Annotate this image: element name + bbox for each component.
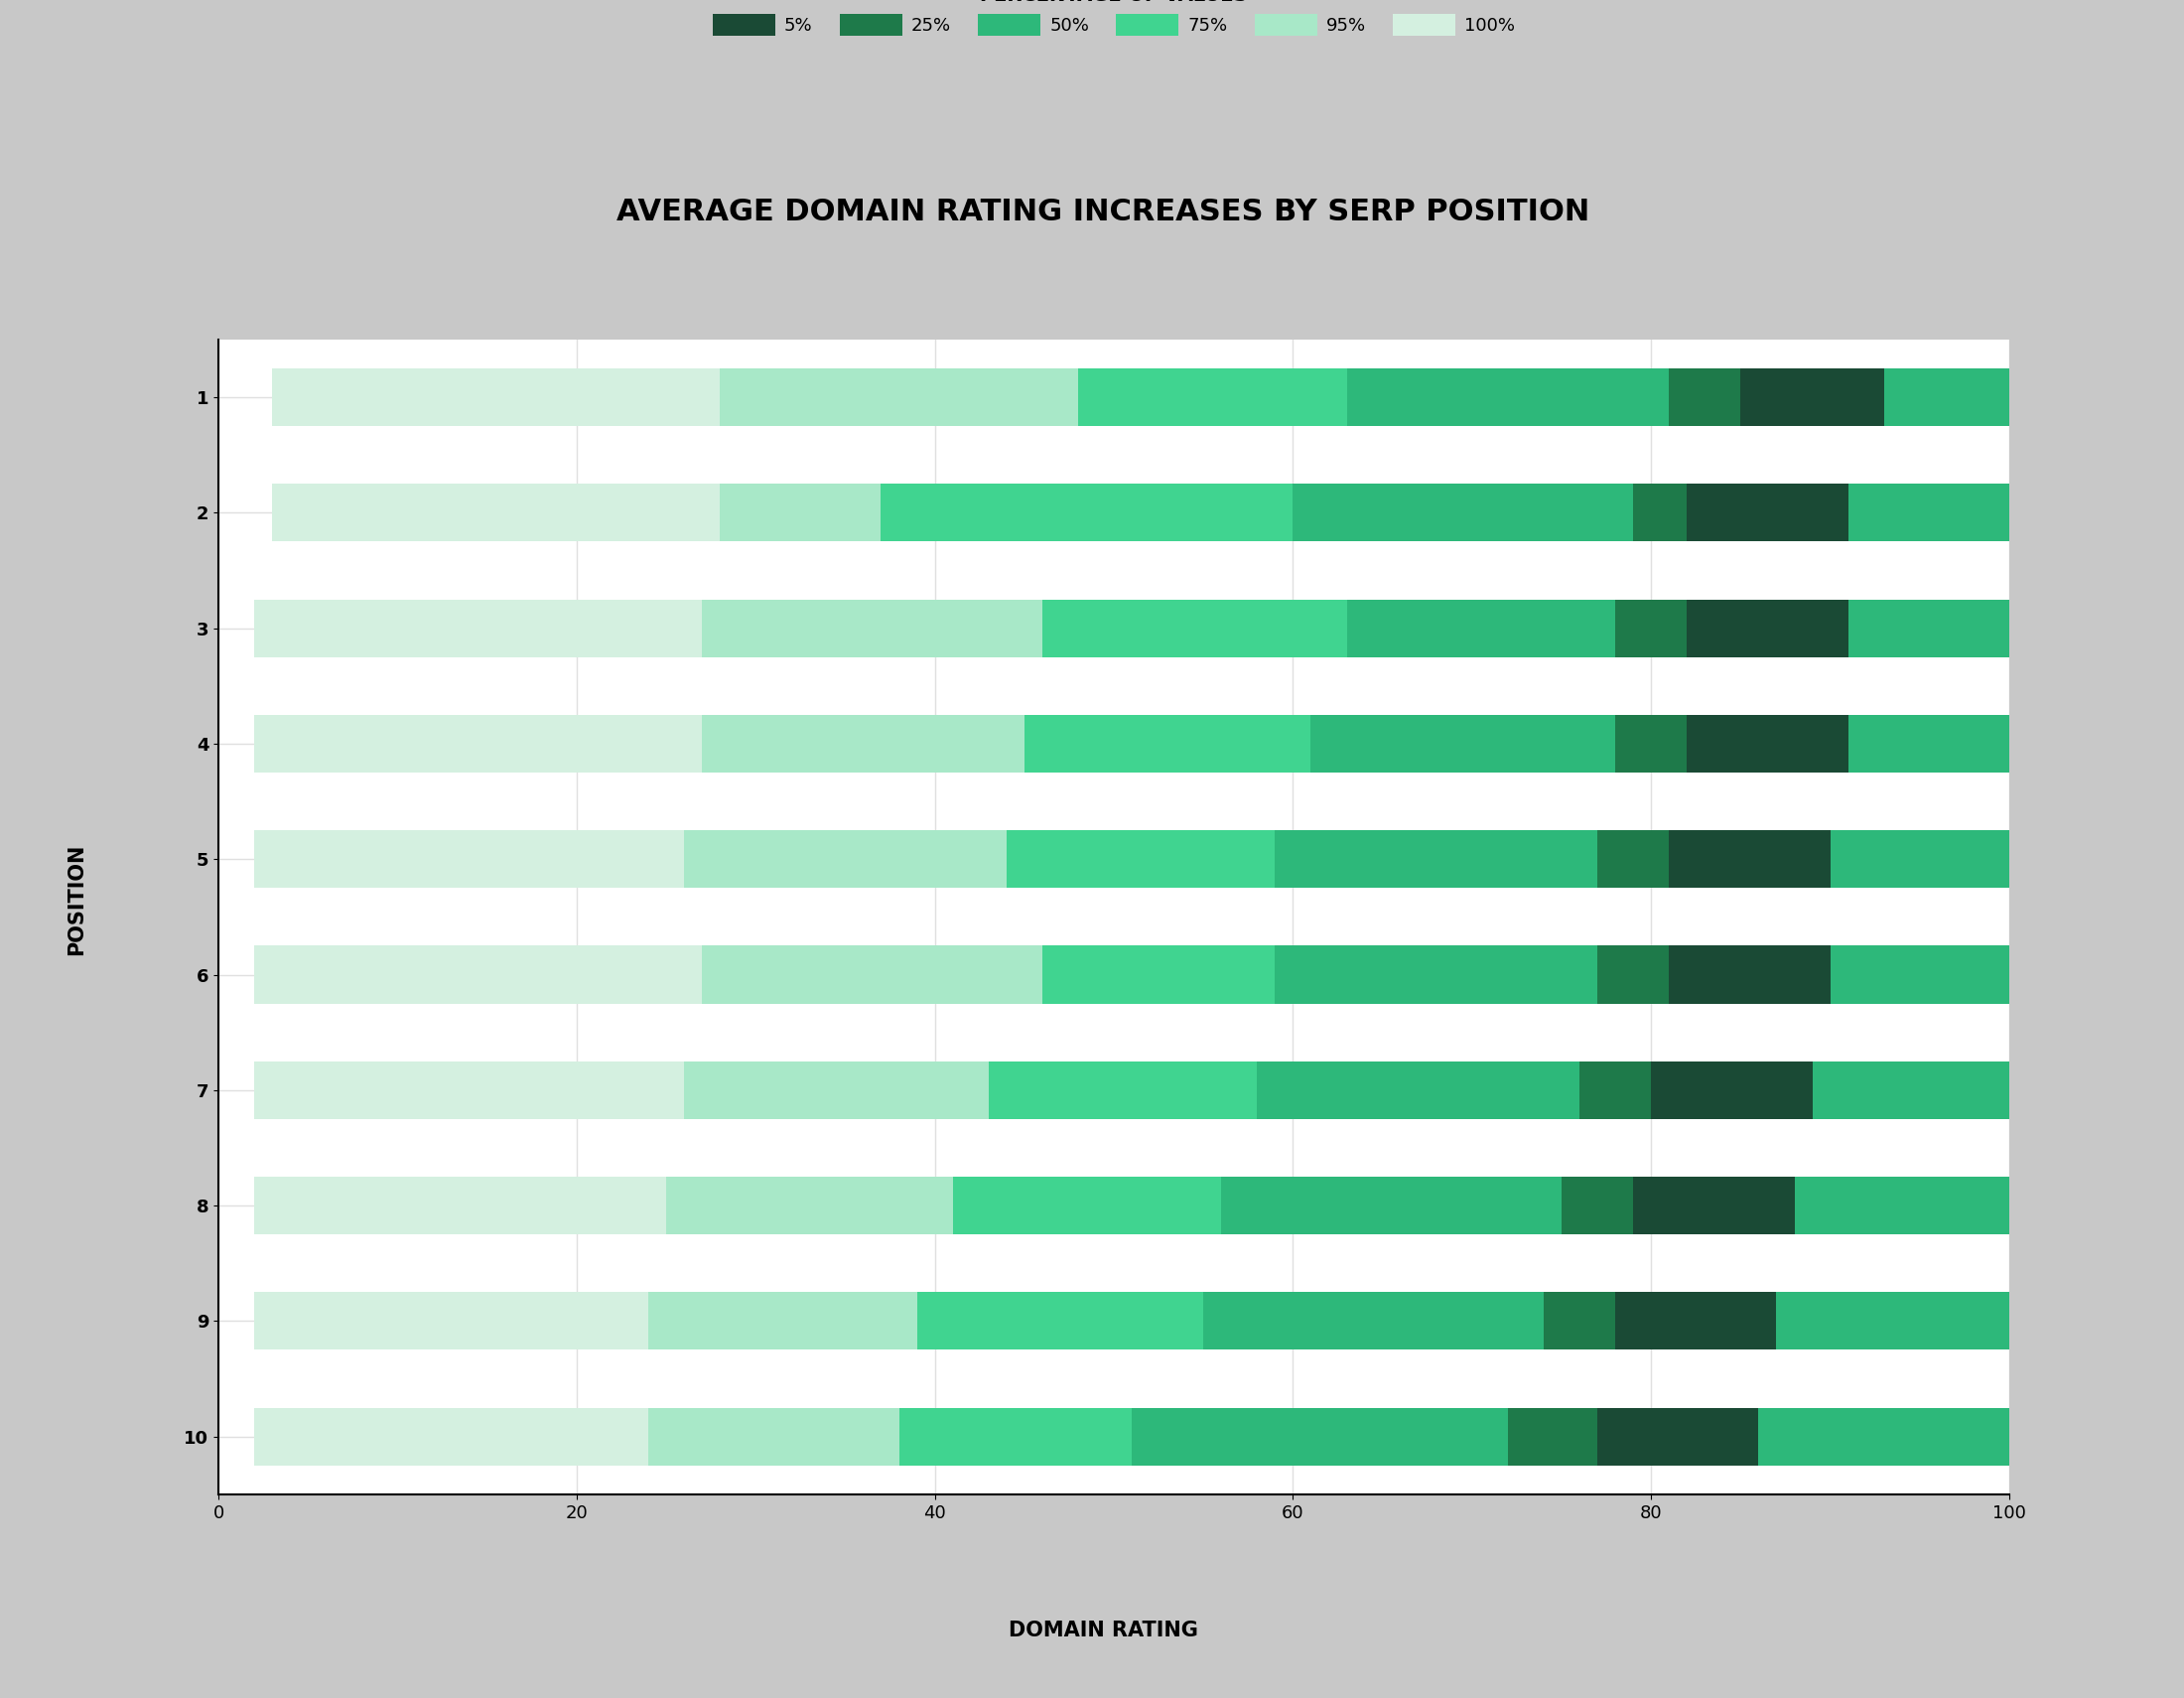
Bar: [1275, 946, 1597, 1004]
Bar: [273, 368, 721, 426]
Bar: [253, 715, 701, 773]
Bar: [1079, 368, 1348, 426]
Text: DOMAIN RATING: DOMAIN RATING: [1009, 1620, 1197, 1640]
Bar: [253, 599, 701, 657]
Bar: [1258, 1061, 1579, 1119]
Bar: [1848, 715, 2009, 773]
Bar: [1597, 830, 1669, 888]
Bar: [721, 368, 1079, 426]
Bar: [1669, 368, 1741, 426]
Bar: [900, 1408, 1131, 1465]
Bar: [1275, 830, 1597, 888]
Bar: [1310, 715, 1616, 773]
Bar: [701, 599, 1042, 657]
Bar: [1131, 1408, 1507, 1465]
Bar: [1221, 1177, 1562, 1234]
Bar: [1024, 715, 1310, 773]
Bar: [1830, 946, 2009, 1004]
Bar: [989, 1061, 1258, 1119]
Bar: [1776, 1292, 2009, 1350]
Bar: [253, 1177, 666, 1234]
Bar: [1507, 1408, 1597, 1465]
Bar: [1634, 484, 1686, 542]
Bar: [1007, 830, 1275, 888]
Bar: [253, 1292, 649, 1350]
Bar: [1686, 599, 1848, 657]
Bar: [1042, 599, 1348, 657]
Bar: [649, 1292, 917, 1350]
Bar: [1686, 484, 1848, 542]
Bar: [701, 946, 1042, 1004]
Bar: [1203, 1292, 1544, 1350]
Bar: [721, 484, 880, 542]
Bar: [666, 1177, 952, 1234]
Bar: [1686, 715, 1848, 773]
Bar: [1741, 368, 1885, 426]
Bar: [1634, 1177, 1795, 1234]
Bar: [1544, 1292, 1616, 1350]
Bar: [1042, 946, 1275, 1004]
Bar: [253, 1408, 649, 1465]
Legend: 5%, 25%, 50%, 75%, 95%, 100%: 5%, 25%, 50%, 75%, 95%, 100%: [705, 0, 1522, 42]
Bar: [1597, 1408, 1758, 1465]
Bar: [1293, 484, 1634, 542]
Bar: [649, 1408, 900, 1465]
Bar: [1616, 715, 1686, 773]
Text: POSITION: POSITION: [66, 844, 87, 956]
Bar: [1579, 1061, 1651, 1119]
Bar: [1616, 599, 1686, 657]
Bar: [684, 1061, 989, 1119]
Bar: [1348, 599, 1616, 657]
Bar: [1758, 1408, 2009, 1465]
Bar: [1813, 1061, 2009, 1119]
Bar: [1669, 946, 1830, 1004]
Bar: [1597, 946, 1669, 1004]
Bar: [684, 830, 1007, 888]
Bar: [952, 1177, 1221, 1234]
Bar: [1562, 1177, 1634, 1234]
Bar: [273, 484, 721, 542]
Bar: [1669, 830, 1830, 888]
Bar: [1348, 368, 1669, 426]
Bar: [1795, 1177, 2009, 1234]
Bar: [1651, 1061, 1813, 1119]
Bar: [253, 830, 684, 888]
Bar: [253, 1061, 684, 1119]
Bar: [253, 946, 701, 1004]
Text: AVERAGE DOMAIN RATING INCREASES BY SERP POSITION: AVERAGE DOMAIN RATING INCREASES BY SERP …: [616, 199, 1590, 226]
Bar: [701, 715, 1024, 773]
Bar: [917, 1292, 1203, 1350]
Bar: [880, 484, 1293, 542]
Bar: [1830, 830, 2009, 888]
Bar: [1848, 484, 2009, 542]
Bar: [1848, 599, 2009, 657]
Bar: [1616, 1292, 1776, 1350]
Bar: [1885, 368, 2009, 426]
